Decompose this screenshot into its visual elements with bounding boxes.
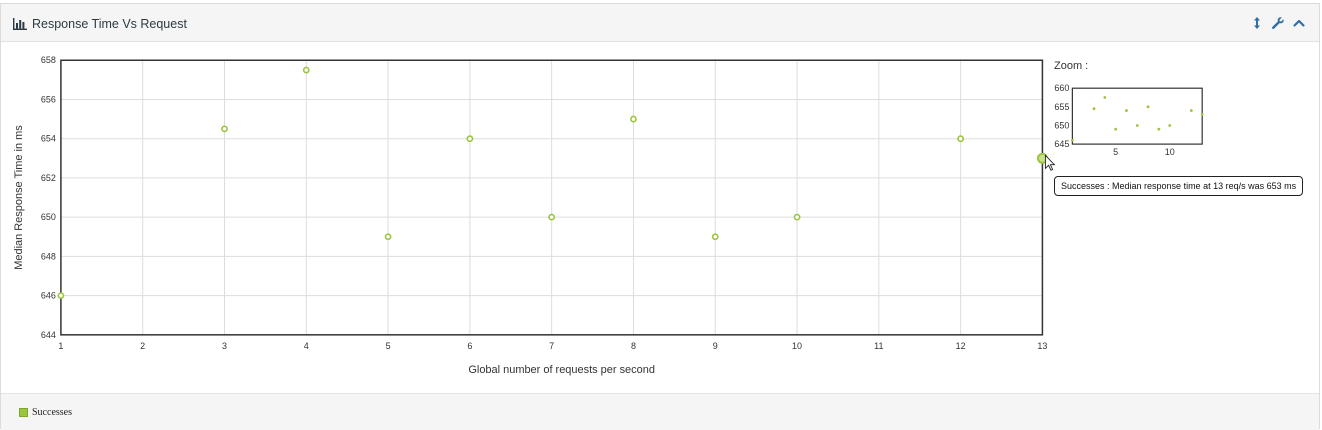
zoom-data-point xyxy=(1135,124,1139,127)
y-axis-label: Median Response Time in ms xyxy=(13,125,25,270)
x-tick-label: 10 xyxy=(792,341,802,351)
y-tick-label: 644 xyxy=(41,330,56,340)
x-tick-label: 2 xyxy=(140,341,145,351)
chevron-up-icon[interactable] xyxy=(1292,16,1306,30)
zoom-y-tick-label: 645 xyxy=(1054,139,1069,149)
x-tick-label: 8 xyxy=(631,341,636,351)
legend: Successes xyxy=(1,393,1319,430)
zoom-data-point xyxy=(1070,138,1074,142)
data-point xyxy=(221,125,228,133)
data-point xyxy=(957,135,965,143)
x-tick-label: 9 xyxy=(713,341,718,351)
tooltip: Successes : Median response time at 13 r… xyxy=(1054,176,1304,196)
plot-frame xyxy=(60,59,1044,336)
zoom-data-point xyxy=(1157,127,1161,131)
zoom-label: Zoom : xyxy=(1054,60,1089,72)
zoom-x-tick-label: 5 xyxy=(1113,147,1118,157)
cursor-icon xyxy=(1044,154,1056,171)
y-tick-label: 650 xyxy=(41,212,56,222)
bar-chart-icon xyxy=(13,18,27,30)
data-point xyxy=(57,292,65,299)
zoom-frame xyxy=(1071,87,1203,145)
scatter-chart: 1 2 3 4 5 6 7 8 9 10 11 12 1364464664865065265465665… xyxy=(13,55,1204,376)
legend-label-successes[interactable]: Successes xyxy=(32,407,72,418)
data-point xyxy=(384,233,392,241)
zoom-data-point xyxy=(1103,96,1107,99)
zoom-data-point xyxy=(1146,105,1150,109)
y-tick-label: 658 xyxy=(41,55,56,65)
x-tick-label: 7 xyxy=(549,341,554,351)
zoom-data-point xyxy=(1168,124,1172,127)
data-point xyxy=(466,135,474,143)
x-tick-label: 5 xyxy=(386,341,391,351)
zoom-y-tick-label: 655 xyxy=(1054,102,1069,112)
zoom-y-tick-label: 650 xyxy=(1054,120,1069,130)
x-tick-label: 13 xyxy=(1037,341,1047,351)
data-point xyxy=(630,115,637,123)
y-tick-label: 656 xyxy=(41,94,56,104)
wrench-icon[interactable] xyxy=(1271,16,1285,30)
zoom-data-point xyxy=(1125,109,1128,112)
x-tick-label: 6 xyxy=(467,341,472,351)
zoom-data-point xyxy=(1092,107,1096,111)
x-tick-label: 1 xyxy=(58,341,63,351)
zoom-data-point xyxy=(1114,127,1118,131)
data-point xyxy=(302,66,310,74)
panel-title: Response Time Vs Request xyxy=(32,17,187,31)
data-point xyxy=(548,213,556,221)
zoom-x-tick-label: 10 xyxy=(1165,147,1175,157)
x-tick-label: 11 xyxy=(874,341,883,351)
legend-swatch-successes[interactable] xyxy=(19,408,28,417)
chart-panel: Response Time Vs Request 1 2 3 4 5 6 7 8 9 10 11 12… xyxy=(0,3,1320,430)
zoom-data-point xyxy=(1200,112,1204,116)
y-tick-label: 654 xyxy=(41,134,56,144)
y-tick-label: 646 xyxy=(41,291,56,301)
resize-vertical-icon[interactable] xyxy=(1250,16,1264,30)
zoom-y-tick-label: 660 xyxy=(1054,83,1069,93)
panel-header: Response Time Vs Request xyxy=(1,4,1319,42)
x-tick-label: 12 xyxy=(956,341,966,351)
x-tick-label: 3 xyxy=(222,341,227,351)
zoom-data-point xyxy=(1189,109,1193,112)
x-axis-label: Global number of requests per second xyxy=(468,364,655,376)
y-tick-label: 648 xyxy=(41,251,56,261)
data-point xyxy=(711,233,719,241)
y-tick-label: 652 xyxy=(41,173,56,183)
x-tick-label: 4 xyxy=(304,341,309,351)
data-point xyxy=(793,213,801,221)
